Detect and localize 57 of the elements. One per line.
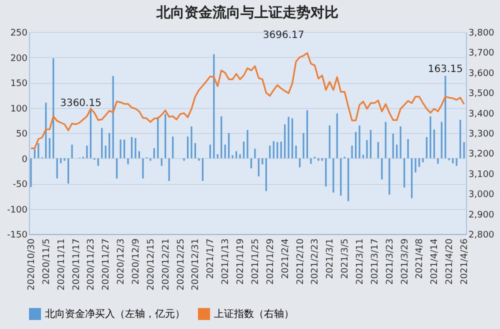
y2-tick-label: 3,300 — [468, 130, 495, 140]
y-tick-label: 50 — [16, 130, 28, 140]
y2-tick-label: 3,800 — [468, 28, 495, 38]
x-tick-label: 2021/4/8 — [415, 238, 426, 279]
data-label: 3696.17 — [262, 30, 304, 41]
y2-tick-label: 3,700 — [468, 48, 495, 59]
x-tick-label: 2021/3/23 — [385, 238, 396, 285]
x-tick-label: 2020/12/25 — [176, 238, 186, 290]
x-tick-label: 2021/1/25 — [250, 238, 261, 285]
x-tick-label: 2021/2/4 — [280, 238, 291, 279]
y2-tick-label: 2,800 — [468, 230, 495, 240]
y2-tick-label: 3,000 — [468, 190, 495, 200]
x-tick-label: 2021/3/17 — [370, 238, 380, 285]
y-tick-label: -100 — [7, 205, 28, 216]
x-tick-label: 2021/1/13 — [221, 238, 232, 285]
legend-label: 上证指数（右轴） — [214, 308, 294, 320]
x-tick-label: 2021/4/14 — [430, 238, 440, 285]
x-tick-label: 2021/2/10 — [296, 238, 306, 285]
x-tick-label: 2020/11/5 — [42, 238, 52, 285]
x-tick-label: 2020/11/23 — [86, 238, 97, 290]
x-tick-label: 2020/12/31 — [191, 238, 202, 290]
y-tick-label: 100 — [10, 104, 28, 114]
chart-title: 北向资金流向与上证走势对比 — [156, 4, 338, 21]
x-tick-label: 2021/4/20 — [445, 238, 456, 285]
y2-tick-label: 2,900 — [468, 210, 495, 220]
y-tick-label: -50 — [12, 180, 28, 190]
x-tick-label: 2021/3/11 — [356, 238, 366, 285]
data-label: 3360.15 — [60, 98, 102, 109]
x-tick-label: 2021/1/7 — [206, 238, 216, 279]
x-tick-label: 2020/12/9 — [131, 238, 142, 285]
legend-label: 北向资金净买入（左轴，亿元） — [45, 308, 185, 320]
y-tick-label: 200 — [10, 54, 28, 64]
x-tick-label: 2021/3/1 — [326, 238, 336, 279]
y-tick-label: 250 — [10, 28, 28, 38]
y2-tick-label: 3,200 — [468, 150, 495, 160]
x-tick-label: 2021/1/19 — [236, 238, 246, 285]
y2-tick-label: 3,500 — [468, 89, 495, 100]
x-tick-label: 2020/11/17 — [72, 238, 82, 290]
x-tick-label: 2021/2/23 — [310, 238, 321, 285]
y-tick-label: 0 — [22, 154, 28, 165]
x-tick-label: 2020/11/11 — [56, 238, 67, 290]
data-label: 163.15 — [428, 64, 463, 75]
x-tick-label: 2020/12/15 — [146, 238, 156, 290]
y2-tick-label: 3,400 — [468, 109, 495, 120]
y2-tick-label: 3,100 — [468, 170, 495, 180]
x-tick-label: 2021/3/5 — [340, 238, 351, 279]
x-tick-label: 2021/4/26 — [460, 238, 470, 285]
x-tick-label: 2020/11/27 — [102, 238, 112, 290]
x-tick-label: 2021/1/29 — [266, 238, 276, 285]
x-tick-label: 2020/12/3 — [116, 238, 127, 285]
y-tick-label: -150 — [7, 230, 28, 240]
y-tick-label: 150 — [10, 79, 28, 89]
x-tick-label: 2020/10/30 — [26, 238, 37, 290]
x-tick-label: 2020/12/21 — [161, 238, 172, 290]
line-series — [30, 52, 465, 150]
x-tick-label: 2021/3/29 — [400, 238, 410, 285]
y2-tick-label: 3,600 — [468, 68, 495, 79]
